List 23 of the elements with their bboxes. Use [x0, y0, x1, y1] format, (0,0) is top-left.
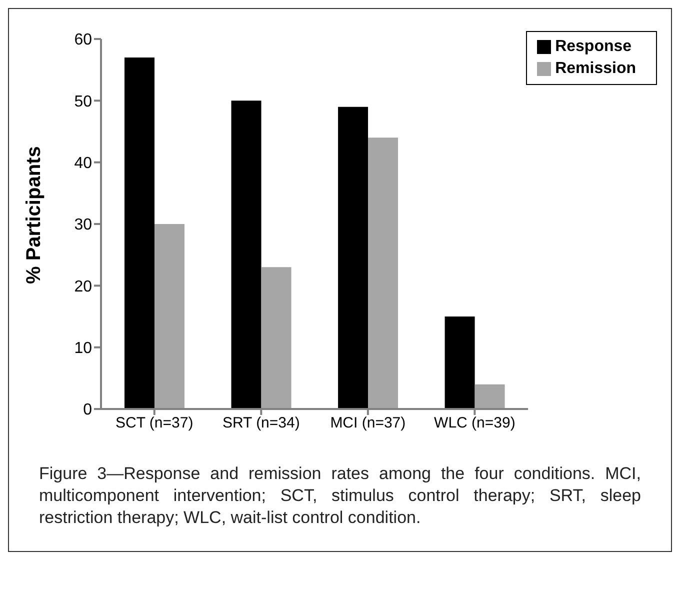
bar: [261, 267, 292, 409]
bar: [124, 58, 154, 409]
bar: [338, 106, 368, 409]
bar: [444, 316, 475, 409]
x-tick-label: WLC (n=39): [434, 414, 516, 432]
y-tick-label: 40: [74, 155, 92, 172]
y-tick-label: 50: [74, 93, 92, 110]
y-tick-label: 0: [83, 402, 92, 419]
y-tick-label: 10: [74, 340, 92, 358]
bar: [154, 224, 184, 409]
x-tick-label: SCT (n=37): [116, 414, 194, 432]
y-tick-label: 60: [74, 32, 92, 49]
legend-label: Response: [555, 38, 632, 55]
bar: [474, 384, 505, 409]
y-axis-title: % Participants: [23, 146, 46, 284]
bar: [231, 100, 262, 409]
y-tick-label: 30: [74, 216, 92, 234]
caption: Figure 3—Response and remission rates among the four conditions. MCI, multicomponent intervention; SCT, stimulus control therapy; SRT, sleep restriction therapy; WLC, wait-list control condition.: [39, 463, 641, 529]
x-tick-label: MCI (n=37): [330, 414, 406, 432]
legend-label: Remission: [555, 60, 636, 77]
bar: [368, 138, 398, 409]
y-tick-label: 20: [74, 278, 92, 296]
x-tick-label: SRT (n=34): [222, 414, 300, 432]
